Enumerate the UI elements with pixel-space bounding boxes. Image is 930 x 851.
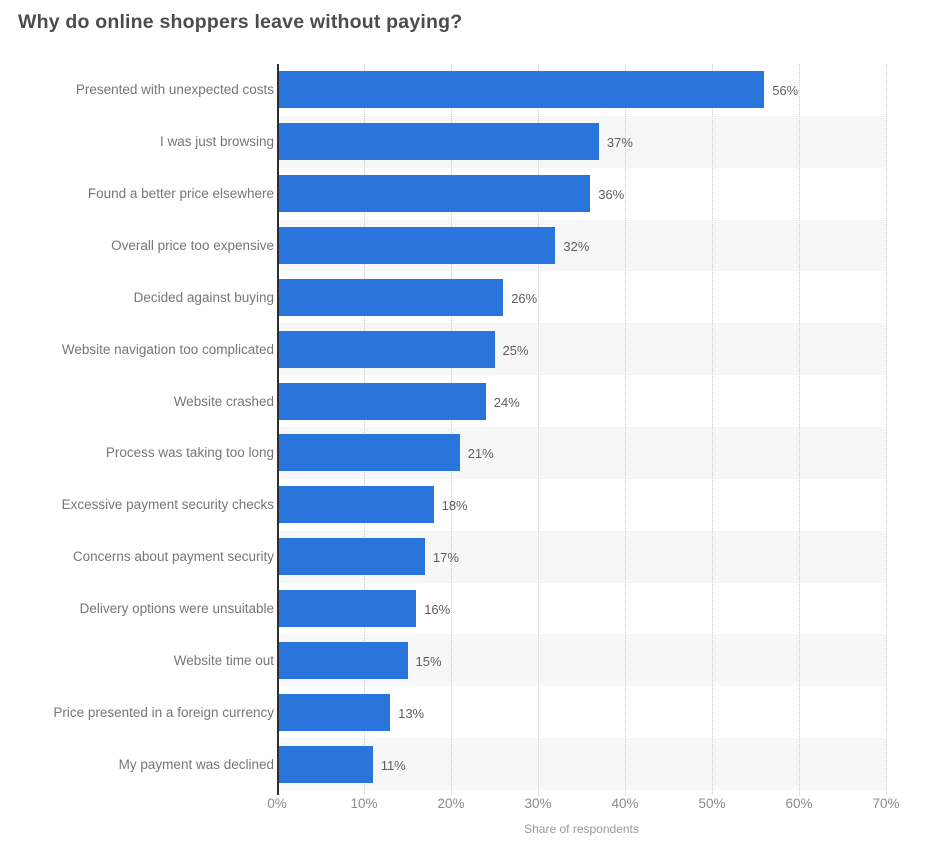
bar[interactable] <box>279 538 425 576</box>
x-axis-tick-label: 10% <box>350 796 378 811</box>
category-label: Website crashed <box>173 393 274 409</box>
category-label: Excessive payment security checks <box>61 497 274 513</box>
x-axis-tick-label: 20% <box>437 796 465 811</box>
category-label: Overall price too expensive <box>111 238 274 253</box>
bar[interactable] <box>279 486 434 524</box>
bar[interactable] <box>279 227 556 264</box>
bar[interactable] <box>279 434 460 472</box>
category-label: Delivery options were unsuitable <box>79 601 274 616</box>
bar-value-label: 15% <box>415 653 442 669</box>
y-axis-line <box>277 64 279 795</box>
gridline <box>712 64 713 795</box>
bar-value-label: 17% <box>432 550 459 566</box>
gridline <box>364 64 365 795</box>
category-label: Concerns about payment security <box>72 549 274 565</box>
category-label: Decided against buying <box>133 289 274 305</box>
x-axis-title: Share of respondents <box>524 822 639 836</box>
bar[interactable] <box>279 745 373 783</box>
bar-value-label: 25% <box>502 342 529 358</box>
bar-value-label: 18% <box>441 498 468 514</box>
bar[interactable] <box>279 693 391 731</box>
category-label: Website time out <box>173 652 274 668</box>
x-axis-tick-label: 0% <box>267 796 287 811</box>
x-axis-tick-label: 30% <box>524 796 552 811</box>
gridline <box>451 64 452 795</box>
gridline <box>799 64 800 795</box>
category-label: Price presented in a foreign currency <box>53 704 274 720</box>
chart-title: Why do online shoppers leave without pay… <box>18 11 463 33</box>
gridline <box>538 64 539 795</box>
bar-value-label: 21% <box>467 446 494 462</box>
bar-value-label: 13% <box>398 705 425 721</box>
bar-value-label: 11% <box>380 757 406 773</box>
bar-value-label: 37% <box>606 135 633 151</box>
x-axis-tick-label: 60% <box>785 796 813 811</box>
gridline <box>886 64 887 795</box>
x-axis-tick-label: 70% <box>872 796 900 811</box>
bar[interactable] <box>279 641 408 679</box>
category-label: I was just browsing <box>159 134 274 150</box>
bar-value-label: 32% <box>563 239 590 254</box>
bar[interactable] <box>279 123 599 161</box>
row-stripe <box>277 738 886 790</box>
bar[interactable] <box>279 382 486 420</box>
bar-value-label: 26% <box>511 290 538 306</box>
category-label: Found a better price elsewhere <box>87 186 274 202</box>
category-label: My payment was declined <box>118 756 274 772</box>
bar-value-label: 16% <box>424 602 451 617</box>
bar[interactable] <box>279 71 765 109</box>
gridline <box>625 64 626 795</box>
x-axis-tick-label: 40% <box>611 796 639 811</box>
category-label: Presented with unexpected costs <box>75 82 274 98</box>
category-label: Website navigation too complicated <box>61 341 274 357</box>
bar[interactable] <box>279 278 504 316</box>
bar[interactable] <box>279 590 417 627</box>
bar[interactable] <box>279 330 495 368</box>
bar-value-label: 56% <box>772 83 799 99</box>
x-axis-tick-label: 50% <box>698 796 726 811</box>
bar-value-label: 36% <box>598 187 625 203</box>
category-label: Process was taking too long <box>105 445 274 461</box>
bar[interactable] <box>279 175 591 213</box>
bar-value-label: 24% <box>493 394 520 410</box>
